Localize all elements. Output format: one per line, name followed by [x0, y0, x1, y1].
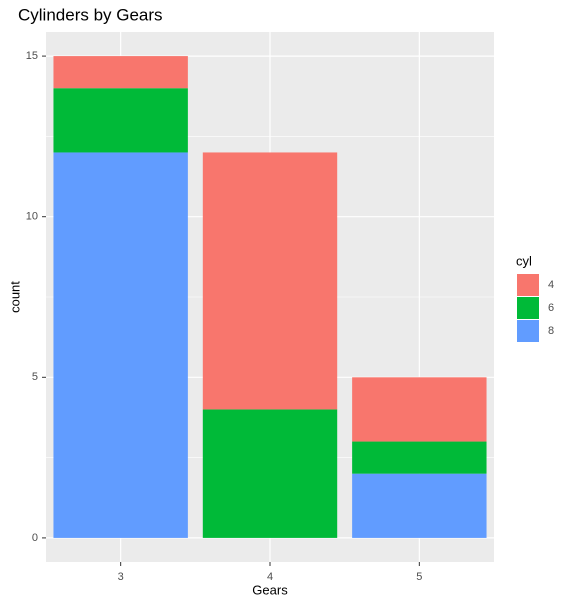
- legend-label: 8: [548, 325, 554, 337]
- legend-title: cyl: [516, 253, 532, 268]
- bar-segment: [53, 56, 188, 89]
- y-tick-label: 10: [26, 211, 38, 223]
- y-axis-label: count: [7, 281, 22, 313]
- legend-key: [517, 274, 539, 296]
- legend-key: [517, 297, 539, 319]
- bar-segment: [352, 473, 487, 538]
- y-tick-label: 0: [32, 532, 38, 544]
- y-tick-label: 5: [32, 371, 38, 383]
- x-tick-label: 5: [416, 571, 422, 583]
- legend-key: [517, 320, 539, 342]
- bar-segment: [202, 152, 338, 410]
- legend-label: 6: [548, 302, 554, 314]
- bar-segment: [53, 88, 188, 153]
- chart-title: Cylinders by Gears: [18, 5, 163, 24]
- x-tick-label: 3: [118, 571, 124, 583]
- x-tick-label: 4: [267, 571, 273, 583]
- y-tick-label: 15: [26, 50, 38, 62]
- legend-label: 4: [548, 279, 554, 291]
- bar-segment: [202, 409, 338, 538]
- bar-segment: [352, 441, 487, 474]
- bar-segment: [352, 377, 487, 442]
- bar-segment: [53, 152, 188, 538]
- x-axis-label: Gears: [252, 582, 288, 597]
